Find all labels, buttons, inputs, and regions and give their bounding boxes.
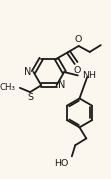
Text: N: N xyxy=(24,67,32,77)
Text: HO: HO xyxy=(54,159,68,168)
Text: S: S xyxy=(27,93,33,102)
Text: CH₃: CH₃ xyxy=(0,83,16,92)
Text: O: O xyxy=(73,66,81,75)
Text: N: N xyxy=(58,80,66,90)
Text: O: O xyxy=(75,35,82,44)
Text: NH: NH xyxy=(82,71,96,80)
